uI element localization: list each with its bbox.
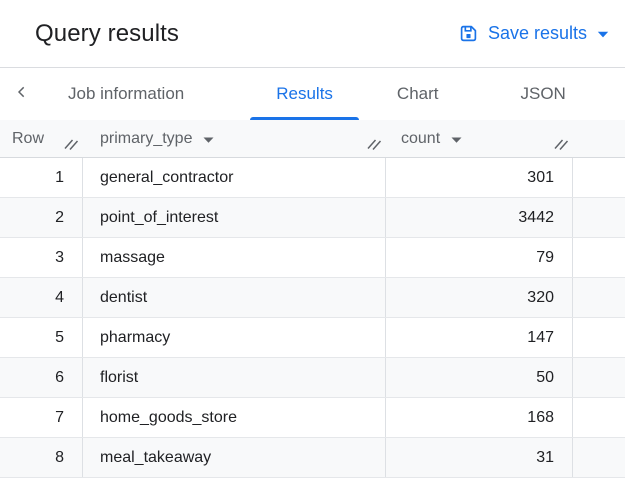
filler-cell <box>573 238 625 277</box>
save-results-label: Save results <box>487 23 587 43</box>
tab-label: Results <box>276 84 333 103</box>
tab-label: JSON <box>520 84 566 103</box>
table-row: 8 meal_takeaway 31 <box>0 438 625 478</box>
tab-label: Chart <box>396 84 439 103</box>
table-row: 1 general_contractor 301 <box>0 158 625 198</box>
count-cell[interactable]: 301 <box>386 158 573 197</box>
primary-type-cell[interactable]: meal_takeaway <box>83 438 386 477</box>
count-cell[interactable]: 147 <box>386 318 573 357</box>
column-header-primary-type[interactable]: primary_type <box>83 120 386 157</box>
count-cell[interactable]: 3442 <box>386 198 573 237</box>
table-header-row: Row primary_type count <box>0 120 625 158</box>
caret-down-icon[interactable] <box>203 135 214 143</box>
page-title: Query results <box>35 19 180 47</box>
column-resize-handle-icon[interactable] <box>366 137 382 155</box>
count-cell[interactable]: 320 <box>386 278 573 317</box>
filler-cell <box>573 158 625 197</box>
row-number-cell: 6 <box>0 358 83 397</box>
table-row: 6 florist 50 <box>0 358 625 398</box>
primary-type-cell[interactable]: home_goods_store <box>83 398 386 437</box>
table-row: 3 massage 79 <box>0 238 625 278</box>
results-tabbar: Job information Results Chart JSON <box>0 68 625 120</box>
tab-json[interactable]: JSON <box>495 68 592 120</box>
row-number-cell: 8 <box>0 438 83 477</box>
caret-down-icon[interactable] <box>451 135 462 143</box>
filler-cell <box>573 318 625 357</box>
filler-cell <box>573 198 625 237</box>
filler-cell <box>573 278 625 317</box>
chevron-left-icon <box>14 84 29 105</box>
row-number-cell: 5 <box>0 318 83 357</box>
primary-type-cell[interactable]: pharmacy <box>83 318 386 357</box>
count-cell[interactable]: 31 <box>386 438 573 477</box>
column-header-count[interactable]: count <box>386 120 573 157</box>
tab-results[interactable]: Results <box>250 68 359 120</box>
row-number-cell: 3 <box>0 238 83 277</box>
table-row: 2 point_of_interest 3442 <box>0 198 625 238</box>
row-number-cell: 4 <box>0 278 83 317</box>
primary-type-cell[interactable]: point_of_interest <box>83 198 386 237</box>
primary-type-cell[interactable]: massage <box>83 238 386 277</box>
column-label: primary_type <box>100 129 193 147</box>
column-header-filler <box>573 120 625 157</box>
caret-down-icon <box>597 29 609 38</box>
save-results-button[interactable]: Save results <box>457 19 611 48</box>
tab-chart[interactable]: Chart <box>371 68 465 120</box>
count-cell[interactable]: 168 <box>386 398 573 437</box>
count-cell[interactable]: 50 <box>386 358 573 397</box>
column-label: Row <box>12 129 45 147</box>
row-number-cell: 2 <box>0 198 83 237</box>
row-number-cell: 1 <box>0 158 83 197</box>
table-row: 5 pharmacy 147 <box>0 318 625 358</box>
primary-type-cell[interactable]: general_contractor <box>83 158 386 197</box>
titlebar: Query results Save results <box>0 0 625 68</box>
primary-type-cell[interactable]: dentist <box>83 278 386 317</box>
primary-type-cell[interactable]: florist <box>83 358 386 397</box>
save-icon <box>459 24 478 43</box>
table-row: 4 dentist 320 <box>0 278 625 318</box>
count-cell[interactable]: 79 <box>386 238 573 277</box>
column-header-row: Row <box>0 120 83 157</box>
tab-job-information[interactable]: Job information <box>42 68 210 120</box>
column-resize-handle-icon[interactable] <box>553 137 569 155</box>
column-label: count <box>401 129 441 147</box>
column-resize-handle-icon[interactable] <box>63 137 79 155</box>
row-number-cell: 7 <box>0 398 83 437</box>
filler-cell <box>573 358 625 397</box>
tab-label: Job information <box>68 84 185 103</box>
tabs-back-button[interactable] <box>0 68 42 120</box>
table-body: 1 general_contractor 301 2 point_of_inte… <box>0 158 625 479</box>
table-row: 7 home_goods_store 168 <box>0 398 625 438</box>
filler-cell <box>573 398 625 437</box>
filler-cell <box>573 438 625 477</box>
